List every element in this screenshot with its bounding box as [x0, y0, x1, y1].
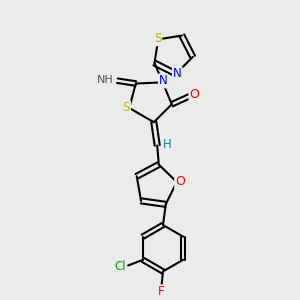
Text: S: S: [123, 101, 130, 115]
Text: N: N: [173, 68, 182, 80]
Text: N: N: [159, 74, 168, 87]
Text: NH: NH: [97, 75, 114, 85]
Text: H: H: [163, 138, 172, 151]
Text: F: F: [158, 285, 165, 298]
Text: Cl: Cl: [114, 260, 126, 273]
Text: O: O: [190, 88, 199, 101]
Text: S: S: [154, 32, 161, 45]
Text: O: O: [175, 176, 185, 188]
